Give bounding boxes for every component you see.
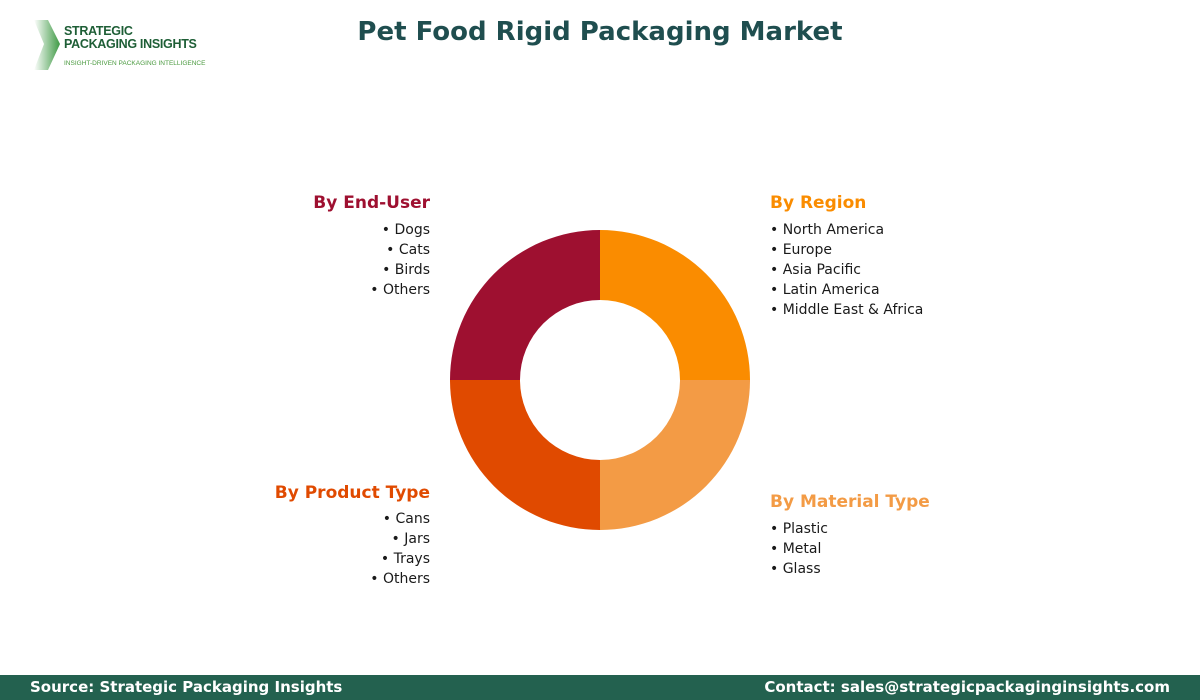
list-item: • Glass: [770, 561, 821, 577]
list-item: • Middle East & Africa: [770, 302, 924, 318]
end-user-list: • Dogs • Cats • Birds • Others: [370, 220, 430, 300]
logo-line-1: STRATEGIC: [64, 24, 133, 38]
list-item: • Trays: [380, 551, 430, 567]
footer-contact: Contact: sales@strategicpackaginginsight…: [764, 678, 1170, 696]
material-type-title: By Material Type: [770, 492, 930, 512]
list-item: • Birds: [382, 262, 430, 278]
donut-slice-by-region: [600, 230, 750, 380]
list-item: • Cans: [382, 511, 430, 527]
list-item: • Asia Pacific: [770, 262, 861, 278]
page-title: Pet Food Rigid Packaging Market: [357, 17, 843, 47]
list-item: • North America: [770, 222, 885, 238]
region-list: • North America • Europe • Asia Pacific • L…: [770, 220, 923, 320]
list-item: • Jars: [391, 531, 430, 547]
footer-source: Source: Strategic Packaging Insights: [30, 678, 343, 696]
list-item: • Metal: [770, 541, 822, 557]
list-item: • Europe: [770, 242, 832, 258]
logo-tagline: INSIGHT-DRIVEN PACKAGING INTELLIGENCE: [64, 60, 206, 67]
end-user-title: By End-User: [313, 193, 430, 213]
list-item: • Cats: [386, 242, 430, 258]
list-item: • Others: [370, 282, 430, 298]
list-item: • Dogs: [381, 222, 430, 238]
logo-line-2: PACKAGING INSIGHTS: [64, 37, 197, 51]
donut-slice-by-material-type: [600, 380, 750, 530]
footer-bar: Source: Strategic Packaging Insights Con…: [0, 675, 1200, 700]
donut-slice-by-product-type: [450, 380, 600, 530]
logo: STRATEGIC PACKAGING INSIGHTS INSIGHT-DRI…: [30, 20, 205, 72]
material-type-list: • Plastic • Metal • Glass: [770, 519, 828, 579]
product-type-list: • Cans • Jars • Trays • Others: [370, 509, 430, 589]
donut-slice-by-end-user: [450, 230, 600, 380]
region-title: By Region: [770, 193, 867, 213]
list-item: • Latin America: [770, 282, 880, 298]
logo-chevron-icon: [34, 20, 60, 70]
list-item: • Plastic: [770, 521, 828, 537]
list-item: • Others: [370, 571, 430, 587]
product-type-title: By Product Type: [274, 483, 430, 503]
